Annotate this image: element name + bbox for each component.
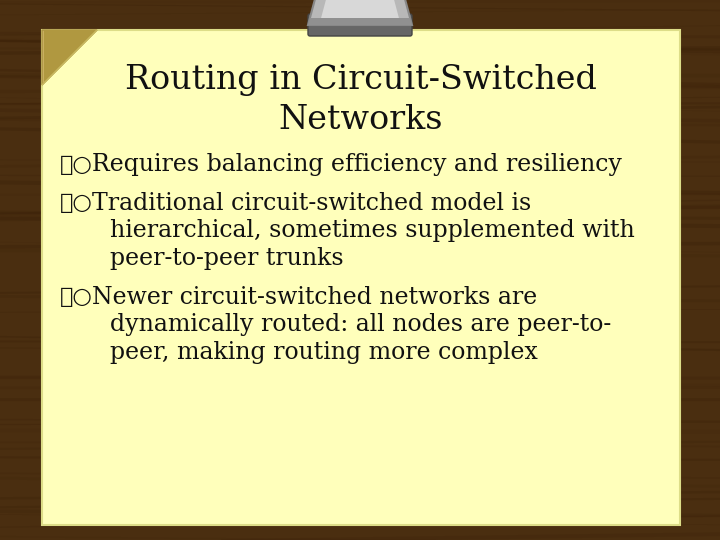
Text: ✓○: ✓○	[60, 286, 93, 308]
Polygon shape	[42, 30, 97, 85]
Polygon shape	[308, 0, 412, 25]
Polygon shape	[42, 30, 97, 85]
Text: peer-to-peer trunks: peer-to-peer trunks	[110, 247, 343, 271]
Text: ✓○: ✓○	[60, 154, 93, 176]
Text: hierarchical, sometimes supplemented with: hierarchical, sometimes supplemented wit…	[110, 219, 635, 242]
FancyBboxPatch shape	[42, 30, 680, 525]
Text: dynamically routed: all nodes are peer-to-: dynamically routed: all nodes are peer-t…	[110, 314, 611, 336]
Text: Newer circuit-switched networks are: Newer circuit-switched networks are	[92, 286, 537, 308]
Polygon shape	[320, 0, 400, 22]
Text: Routing in Circuit-Switched: Routing in Circuit-Switched	[125, 64, 597, 96]
Text: peer, making routing more complex: peer, making routing more complex	[110, 341, 538, 365]
Text: Networks: Networks	[279, 104, 444, 136]
Polygon shape	[44, 30, 97, 83]
Text: Requires balancing efficiency and resiliency: Requires balancing efficiency and resili…	[92, 153, 622, 177]
Text: ✓○: ✓○	[60, 192, 93, 214]
Polygon shape	[308, 18, 412, 25]
FancyBboxPatch shape	[308, 14, 412, 36]
Text: Traditional circuit-switched model is: Traditional circuit-switched model is	[92, 192, 531, 214]
